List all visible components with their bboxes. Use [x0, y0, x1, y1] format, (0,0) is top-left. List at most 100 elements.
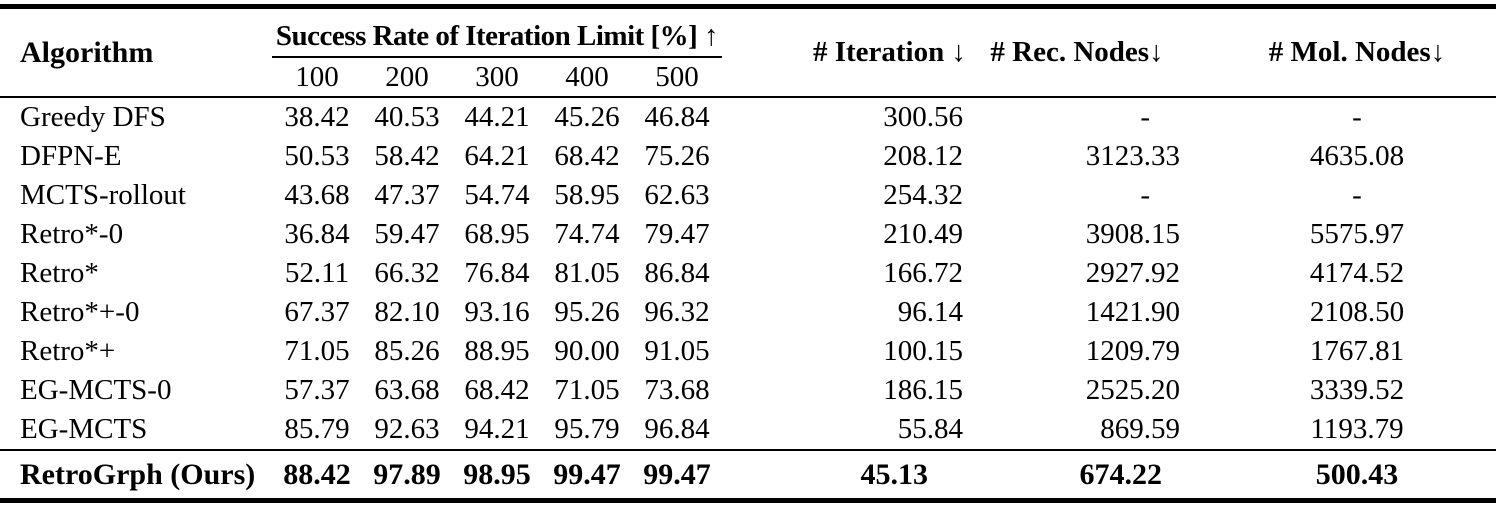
- rec-nodes-cell: 869.59: [1100, 413, 1180, 445]
- iteration-cell: 254.32: [883, 179, 963, 211]
- rate-200-cell: 92.63: [374, 413, 440, 445]
- rate-300-cell: 68.95: [464, 218, 530, 250]
- rec-nodes-cell: 2525.20: [1085, 374, 1180, 406]
- rate-300-cell: 54.74: [464, 179, 530, 211]
- rate-500-cell: 86.84: [644, 257, 710, 289]
- rate-300-cell: 64.21: [464, 140, 530, 172]
- rate-400-cell: 81.05: [554, 257, 620, 289]
- rate-300-cell: 76.84: [464, 257, 530, 289]
- rate-100-cell: 57.37: [284, 374, 350, 406]
- mol-nodes-cell: 5575.97: [1309, 218, 1405, 250]
- rate-500-cell: 62.63: [644, 179, 710, 211]
- success-rate-group-header: Success Rate of Iteration Limit [%] ↑: [272, 6, 722, 58]
- algorithm-cell: RetroGrph (Ours): [0, 449, 272, 501]
- table-row: Retro*-0 36.84 59.47 68.95 74.74 79.47 210.49 3…: [0, 215, 1496, 254]
- mol-nodes-cell: 2108.50: [1309, 296, 1405, 328]
- results-table: Algorithm Success Rate of Iteration Limi…: [0, 4, 1496, 503]
- algorithm-cell: Retro*+: [20, 335, 116, 367]
- rate-300-header: 300: [475, 60, 519, 93]
- mol-nodes-cell: 4174.52: [1309, 257, 1405, 289]
- rate-500-cell: 96.84: [644, 413, 710, 445]
- rec-nodes-cell: -: [1140, 101, 1150, 133]
- rate-500-cell: 79.47: [644, 218, 710, 250]
- mol-nodes-header: # Mol. Nodes↓: [1268, 36, 1446, 68]
- rate-200-cell: 40.53: [374, 101, 440, 133]
- rate-200-cell: 66.32: [374, 257, 440, 289]
- rate-500-header: 500: [655, 60, 699, 93]
- table-row: Retro* 52.11 66.32 76.84 81.05 86.84 166.72 292…: [0, 254, 1496, 293]
- table-row: Retro*+ 71.05 85.26 88.95 90.00 91.05 100.15 12…: [0, 332, 1496, 371]
- mol-nodes-cell: 1193.79: [1310, 413, 1404, 445]
- rec-nodes-cell: 1209.79: [1085, 335, 1180, 367]
- rate-300-cell: 88.95: [464, 335, 530, 367]
- rate-500-cell: 96.32: [644, 296, 710, 328]
- algorithm-cell: Retro*-0: [20, 218, 124, 250]
- rate-100-header: 100: [295, 60, 339, 93]
- rate-400-cell: 68.42: [554, 140, 620, 172]
- table-row: EG-MCTS 85.79 92.63 94.21 95.79 96.84 55.84 869…: [0, 410, 1496, 450]
- algorithm-cell: Retro*+-0: [20, 296, 140, 328]
- algorithm-cell: EG-MCTS: [20, 413, 148, 445]
- algorithm-cell: EG-MCTS-0: [20, 374, 172, 406]
- iteration-cell: 300.56: [883, 101, 963, 133]
- rate-400-cell: 95.79: [554, 413, 620, 445]
- rec-nodes-cell: 2927.92: [1085, 257, 1180, 289]
- iteration-cell: 96.14: [897, 296, 963, 328]
- rate-200-cell: 82.10: [374, 296, 440, 328]
- rate-400-cell: 58.95: [554, 179, 620, 211]
- table-row: Retro*+-0 67.37 82.10 93.16 95.26 96.32 96.14 1…: [0, 293, 1496, 332]
- table-body: Greedy DFS 38.42 40.53 44.21 45.26 46.84 300.5…: [0, 97, 1496, 450]
- mol-nodes-cell: 500.43: [1182, 449, 1496, 501]
- rate-200-cell: 59.47: [374, 218, 440, 250]
- rate-200-cell: 58.42: [374, 140, 440, 172]
- rate-500-cell: 75.26: [644, 140, 710, 172]
- table-header: Algorithm Success Rate of Iteration Limi…: [0, 6, 1496, 97]
- table-row: DFPN-E 50.53 58.42 64.21 68.42 75.26 208.12 312…: [0, 137, 1496, 176]
- iteration-cell: 186.15: [883, 374, 963, 406]
- rate-100-cell: 36.84: [284, 218, 350, 250]
- table-row: EG-MCTS-0 57.37 63.68 68.42 71.05 73.68 186.15…: [0, 371, 1496, 410]
- rate-500-cell: 46.84: [644, 101, 710, 133]
- rate-400-cell: 90.00: [554, 335, 620, 367]
- rate-100-cell: 71.05: [284, 335, 350, 367]
- rate-200-cell: 85.26: [374, 335, 440, 367]
- rate-300-cell: 68.42: [464, 374, 530, 406]
- rec-nodes-cell: 1421.90: [1085, 296, 1180, 328]
- iteration-cell: 55.84: [897, 413, 963, 445]
- algorithm-header: Algorithm: [20, 35, 154, 69]
- mol-nodes-cell: -: [1352, 101, 1362, 133]
- rate-100-cell: 67.37: [284, 296, 350, 328]
- iteration-cell: 166.72: [883, 257, 963, 289]
- rate-400-cell: 74.74: [554, 218, 620, 250]
- rate-100-cell: 38.42: [284, 101, 350, 133]
- rate-100-cell: 85.79: [284, 413, 350, 445]
- rate-300-cell: 93.16: [464, 296, 530, 328]
- rate-200-cell: 63.68: [374, 374, 440, 406]
- rec-nodes-cell: -: [1140, 179, 1150, 211]
- mol-nodes-cell: 3339.52: [1309, 374, 1405, 406]
- rate-200-cell: 97.89: [362, 449, 452, 501]
- rate-400-cell: 45.26: [554, 101, 620, 133]
- iteration-cell: 210.49: [883, 218, 963, 250]
- rec-nodes-cell: 3908.15: [1085, 218, 1180, 250]
- rate-400-header: 400: [565, 60, 609, 93]
- rate-400-cell: 95.26: [554, 296, 620, 328]
- rate-300-cell: 44.21: [464, 101, 530, 133]
- rate-100-cell: 52.11: [284, 257, 350, 289]
- algorithm-cell: Retro*: [20, 257, 99, 289]
- table-row: Greedy DFS 38.42 40.53 44.21 45.26 46.84 300.5…: [0, 97, 1496, 137]
- rate-200-cell: 47.37: [374, 179, 440, 211]
- rec-nodes-header: # Rec. Nodes↓: [990, 36, 1164, 68]
- rate-100-cell: 88.42: [272, 449, 362, 501]
- algorithm-cell: DFPN-E: [20, 140, 122, 172]
- table-row-ours: RetroGrph (Ours) 88.42 97.89 98.95 99.47…: [0, 449, 1496, 501]
- rate-400-cell: 99.47: [542, 449, 632, 501]
- mol-nodes-cell: -: [1352, 179, 1362, 211]
- iteration-cell: 45.13: [722, 449, 972, 501]
- iteration-header: # Iteration ↓: [812, 36, 966, 68]
- rate-100-cell: 43.68: [284, 179, 350, 211]
- table-row: MCTS-rollout 43.68 47.37 54.74 58.95 62.63 254…: [0, 176, 1496, 215]
- rate-500-cell: 99.47: [632, 449, 722, 501]
- rate-500-cell: 73.68: [644, 374, 710, 406]
